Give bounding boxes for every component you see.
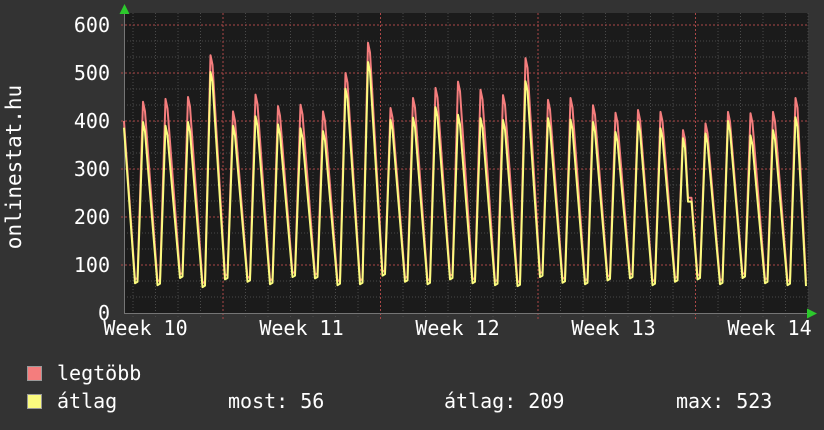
legend-label-legtobb: legtöbb [57, 361, 142, 385]
x-tick-label: Week 13 [571, 316, 655, 340]
x-tick-label: Week 10 [103, 316, 187, 340]
x-tick-label: Week 14 [727, 316, 811, 340]
y-tick-label: 300 [74, 157, 110, 181]
legend-swatch-legtobb [27, 366, 42, 381]
y-tick-label: 600 [74, 13, 110, 37]
y-axis-arrow-up-icon [119, 4, 130, 14]
x-tick-label: Week 12 [415, 316, 499, 340]
stat-current-value: most: 56 [228, 389, 325, 413]
stat-average-value: átlag: 209 [444, 389, 565, 413]
y-tick-label: 0 [98, 301, 110, 325]
series-line-atlag [123, 61, 807, 289]
y-tick-label: 500 [74, 61, 110, 85]
legend-swatch-atlag [27, 394, 42, 409]
y-tick-label: 400 [74, 109, 110, 133]
x-axis-arrow-right-icon [807, 308, 817, 319]
plot-background [124, 13, 808, 313]
x-tick-label: Week 11 [259, 316, 343, 340]
legend-label-atlag: átlag [57, 389, 118, 413]
y-tick-label: 100 [74, 253, 110, 277]
stat-max-value: max: 523 [676, 389, 773, 413]
y-tick-label: 200 [74, 205, 110, 229]
